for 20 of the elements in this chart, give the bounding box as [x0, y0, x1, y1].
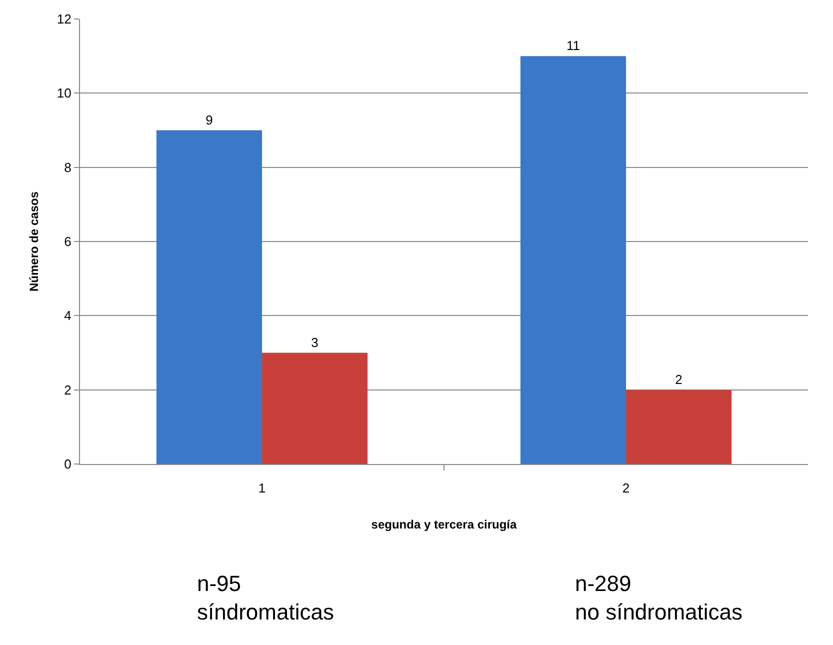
text: n-95 síndromaticas: [197, 571, 334, 625]
y-axis-title: Número de casos: [27, 191, 42, 292]
y-tick-label: 12: [56, 12, 72, 27]
text: n-289 no síndromaticas: [575, 571, 743, 625]
x-tick-label: 1: [258, 480, 266, 496]
y-tick-label: 0: [64, 456, 72, 472]
bar: [262, 352, 368, 464]
bar: [156, 130, 262, 464]
bar: [626, 390, 732, 464]
data-label: 3: [311, 334, 318, 350]
bar: [520, 56, 626, 464]
y-tick-label: 10: [56, 86, 72, 101]
x-axis-title: segunda y tercera cirugía: [371, 518, 518, 532]
y-tick-label: 2: [64, 382, 72, 398]
y-tick-label: 8: [64, 160, 72, 175]
data-label: 11: [566, 38, 580, 54]
y-tick-label: 4: [64, 308, 72, 324]
y-tick-label: 6: [64, 234, 72, 250]
data-label: 2: [675, 372, 682, 387]
data-label: 9: [206, 112, 213, 128]
